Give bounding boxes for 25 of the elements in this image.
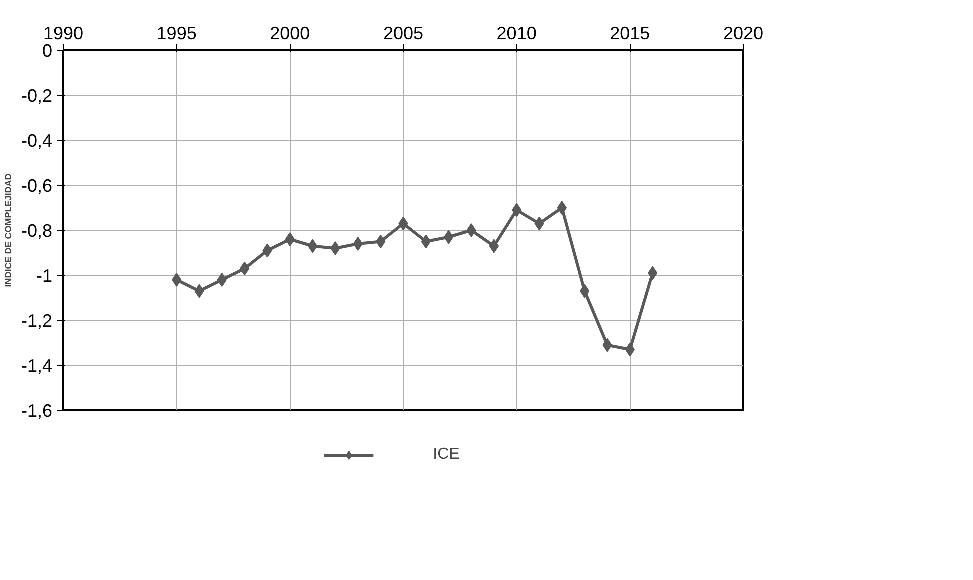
x-tick-label: 2005 bbox=[383, 24, 424, 44]
x-tick-label: 2010 bbox=[496, 24, 537, 44]
point bbox=[557, 201, 567, 215]
point bbox=[172, 273, 182, 287]
point bbox=[217, 273, 227, 287]
x-tick-label: 2020 bbox=[723, 24, 764, 44]
y-tick-label: -0,6 bbox=[21, 176, 53, 196]
y-tick-label: -0,4 bbox=[21, 131, 53, 151]
y-tick-label: -1,6 bbox=[21, 401, 53, 421]
text: ICE bbox=[433, 446, 460, 464]
y-tick-label: -0,8 bbox=[21, 221, 53, 241]
x-tick-label: 1990 bbox=[43, 24, 84, 44]
x-tick-label: 2000 bbox=[270, 24, 310, 44]
point bbox=[466, 224, 476, 238]
x-tick-label: 1995 bbox=[156, 24, 197, 44]
point bbox=[285, 232, 295, 246]
point bbox=[353, 237, 363, 251]
y-tick-label: -1,4 bbox=[21, 356, 53, 376]
y-tick-label: -1,2 bbox=[21, 311, 53, 331]
y-tick-label: -0,2 bbox=[21, 86, 53, 106]
y-axis-title: INDICE DE COMPLEJIDAD bbox=[3, 173, 14, 288]
x-tick-label: 2015 bbox=[610, 24, 650, 44]
y-tick-label: -1 bbox=[36, 266, 53, 286]
y-tick-label: 0 bbox=[42, 41, 53, 61]
point bbox=[330, 242, 340, 256]
